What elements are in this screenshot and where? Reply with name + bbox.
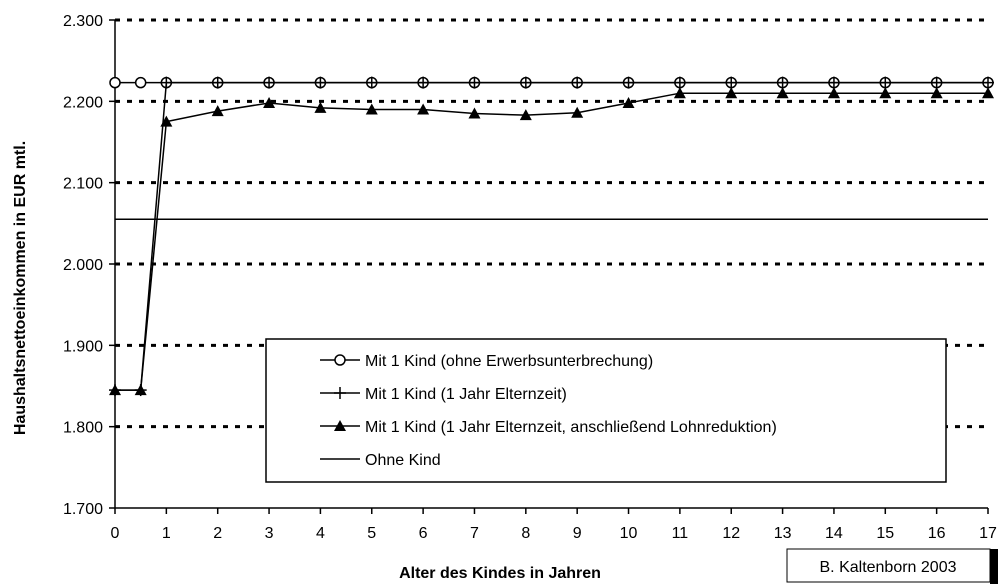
series-1-point-13 [725, 76, 738, 89]
x-tick-label-1: 1 [162, 525, 171, 542]
series-2-point-0 [109, 384, 121, 396]
x-tick-label-5: 5 [367, 525, 376, 542]
series-2-point-11 [622, 96, 635, 108]
x-tick-label-11: 11 [672, 525, 689, 542]
series-2-point-9 [519, 109, 532, 121]
legend-marker-2 [334, 420, 346, 431]
series-1-point-4 [263, 76, 276, 89]
series-2-point-2 [160, 115, 173, 127]
series-2-point-8 [468, 107, 481, 119]
y-tick-label-6: 2.300 [63, 13, 103, 30]
x-tick-label-6: 6 [419, 525, 428, 542]
series-2-point-12 [673, 87, 686, 99]
series-2-point-18 [982, 87, 994, 99]
y-tick-label-4: 2.100 [63, 176, 103, 193]
x-tick-label-17: 17 [979, 525, 997, 542]
series-2-point-4 [263, 96, 276, 108]
series-1-point-5 [314, 76, 327, 89]
x-tick-label-9: 9 [573, 525, 582, 542]
series-2-point-3 [211, 105, 224, 117]
x-tick-label-8: 8 [521, 525, 530, 542]
series-1-point-11 [622, 76, 635, 89]
series-2-point-5 [314, 101, 327, 113]
series-1-point-14 [776, 76, 789, 89]
legend-label-0: Mit 1 Kind (ohne Erwerbsunterbrechung) [365, 353, 653, 370]
y-tick-label-1: 1.800 [63, 420, 103, 437]
x-tick-label-16: 16 [928, 525, 946, 542]
legend-marker-1 [334, 387, 346, 399]
y-tick-label-5: 2.200 [63, 94, 103, 111]
x-tick-label-3: 3 [265, 525, 274, 542]
series-1-point-18 [982, 76, 994, 89]
series-2-point-7 [417, 103, 430, 115]
y-axis-ticks: 1.700 1.800 1.900 2.000 2.100 2.200 2.300 [63, 13, 115, 518]
series-2-point-16 [879, 87, 892, 99]
series-1-point-6 [365, 76, 378, 89]
legend-label-2: Mit 1 Kind (1 Jahr Elternzeit, anschließ… [365, 419, 777, 436]
x-tick-label-10: 10 [620, 525, 638, 542]
series-2-point-10 [571, 106, 584, 118]
series-1-point-12 [673, 76, 686, 89]
credit-box: B. Kaltenborn 2003 [786, 548, 998, 584]
series-1-point-2 [160, 76, 173, 89]
x-axis-ticks: 0 1 2 3 4 5 6 7 8 9 10 11 12 13 14 15 16 17 [111, 508, 997, 542]
y-tick-label-3: 2.000 [63, 257, 103, 274]
series-2-point-15 [827, 87, 840, 99]
x-tick-label-2: 2 [213, 525, 222, 542]
series-1-point-17 [930, 76, 943, 89]
series-1-point-8 [468, 76, 481, 89]
legend-marker-0 [334, 354, 346, 366]
legend-box [265, 338, 947, 483]
series-0-point-1 [134, 76, 147, 89]
x-tick-label-0: 0 [111, 525, 120, 542]
legend: Mit 1 Kind (ohne Erwerbsunterbrechung) Mi… [265, 338, 947, 483]
x-tick-label-13: 13 [774, 525, 792, 542]
credit-label: B. Kaltenborn 2003 [820, 559, 957, 576]
series-2-point-17 [930, 87, 943, 99]
x-axis-title: Alter des Kindes in Jahren [399, 565, 601, 582]
series-1-point-7 [417, 76, 430, 89]
legend-label-1: Mit 1 Kind (1 Jahr Elternzeit) [365, 386, 567, 403]
series-1-point-9 [519, 76, 532, 89]
x-tick-label-4: 4 [316, 525, 325, 542]
series-2-point-13 [725, 87, 738, 99]
series-2-point-14 [776, 87, 789, 99]
series-1-point-3 [211, 76, 224, 89]
x-tick-label-7: 7 [470, 525, 479, 542]
series-2-point-1 [134, 384, 147, 396]
series-1-point-15 [827, 76, 840, 89]
x-tick-label-12: 12 [722, 525, 740, 542]
series-0-point-0 [109, 76, 121, 89]
y-tick-label-0: 1.700 [63, 501, 103, 518]
series-1-point-10 [571, 76, 584, 89]
y-tick-label-2: 1.900 [63, 338, 103, 355]
x-tick-label-14: 14 [825, 525, 843, 542]
series-1-point-16 [879, 76, 892, 89]
legend-label-3: Ohne Kind [365, 452, 441, 469]
x-tick-label-15: 15 [876, 525, 894, 542]
series-2-point-6 [365, 103, 378, 115]
y-axis-title: Haushaltsnettoeinkommen in EUR mtl. [12, 141, 29, 435]
series-group [109, 76, 994, 397]
